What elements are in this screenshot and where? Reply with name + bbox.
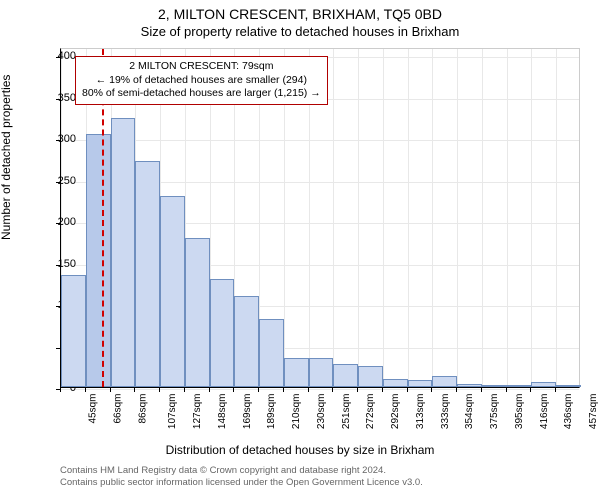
xtick-mark xyxy=(184,388,185,392)
xtick-mark xyxy=(431,388,432,392)
xtick-mark xyxy=(555,388,556,392)
xtick-label: 292sqm xyxy=(390,394,401,430)
xtick-label: 251sqm xyxy=(341,394,352,430)
bar xyxy=(234,296,259,387)
xtick-mark xyxy=(110,388,111,392)
xtick-label: 230sqm xyxy=(316,394,327,430)
annotation-line-3: 80% of semi-detached houses are larger (… xyxy=(82,87,321,101)
annotation-line-2: ← 19% of detached houses are smaller (29… xyxy=(82,74,321,88)
credits-line-2: Contains public sector information licen… xyxy=(60,477,580,489)
figure-container: 2, MILTON CRESCENT, BRIXHAM, TQ5 0BD Siz… xyxy=(0,0,600,500)
bar xyxy=(135,161,160,387)
bar xyxy=(358,366,383,387)
xtick-label: 313sqm xyxy=(415,394,426,430)
xtick-mark xyxy=(407,388,408,392)
xtick-mark xyxy=(60,388,61,392)
xtick-mark xyxy=(233,388,234,392)
gridline-h xyxy=(61,389,579,390)
xtick-label: 354sqm xyxy=(465,394,476,430)
xtick-mark xyxy=(85,388,86,392)
xtick-mark xyxy=(456,388,457,392)
xtick-label: 169sqm xyxy=(242,394,253,430)
xtick-label: 127sqm xyxy=(192,394,203,430)
xtick-mark xyxy=(332,388,333,392)
bar xyxy=(333,364,358,387)
bar xyxy=(457,384,482,387)
xtick-label: 148sqm xyxy=(217,394,228,430)
annotation-box: 2 MILTON CRESCENT: 79sqm ← 19% of detach… xyxy=(75,56,328,105)
y-axis-label: Number of detached properties xyxy=(0,75,13,240)
xtick-label: 86sqm xyxy=(137,394,148,424)
xtick-mark xyxy=(530,388,531,392)
annotation-line-1: 2 MILTON CRESCENT: 79sqm xyxy=(82,60,321,74)
bar xyxy=(482,385,507,387)
credits: Contains HM Land Registry data © Crown c… xyxy=(60,465,580,489)
xtick-label: 457sqm xyxy=(588,394,599,430)
xtick-label: 375sqm xyxy=(489,394,500,430)
xtick-label: 210sqm xyxy=(291,394,302,430)
bar xyxy=(86,134,111,387)
bar xyxy=(531,382,556,387)
xtick-mark xyxy=(506,388,507,392)
xtick-mark xyxy=(357,388,358,392)
xtick-label: 416sqm xyxy=(539,394,550,430)
bar xyxy=(309,358,334,387)
xtick-mark xyxy=(481,388,482,392)
xtick-label: 395sqm xyxy=(514,394,525,430)
xtick-mark xyxy=(382,388,383,392)
bar xyxy=(259,319,284,387)
xtick-label: 189sqm xyxy=(266,394,277,430)
xtick-mark xyxy=(283,388,284,392)
bar xyxy=(185,238,210,387)
xtick-mark xyxy=(258,388,259,392)
bar xyxy=(432,376,457,387)
xtick-label: 272sqm xyxy=(365,394,376,430)
title-main: 2, MILTON CRESCENT, BRIXHAM, TQ5 0BD xyxy=(0,6,600,22)
xtick-label: 107sqm xyxy=(167,394,178,430)
xtick-mark xyxy=(159,388,160,392)
bar xyxy=(408,380,433,387)
title-sub: Size of property relative to detached ho… xyxy=(0,24,600,39)
xtick-mark xyxy=(308,388,309,392)
bar xyxy=(210,279,235,387)
bar xyxy=(111,118,136,388)
bar xyxy=(61,275,86,387)
credits-line-1: Contains HM Land Registry data © Crown c… xyxy=(60,465,580,477)
xtick-label: 45sqm xyxy=(88,394,99,424)
xtick-mark xyxy=(209,388,210,392)
bar xyxy=(160,196,185,387)
xtick-label: 333sqm xyxy=(440,394,451,430)
bar xyxy=(383,379,408,387)
xtick-label: 436sqm xyxy=(564,394,575,430)
bar xyxy=(556,385,581,387)
xtick-label: 66sqm xyxy=(112,394,123,424)
bar xyxy=(284,358,309,387)
xtick-mark xyxy=(134,388,135,392)
bar xyxy=(507,385,532,387)
x-axis-label: Distribution of detached houses by size … xyxy=(0,443,600,457)
